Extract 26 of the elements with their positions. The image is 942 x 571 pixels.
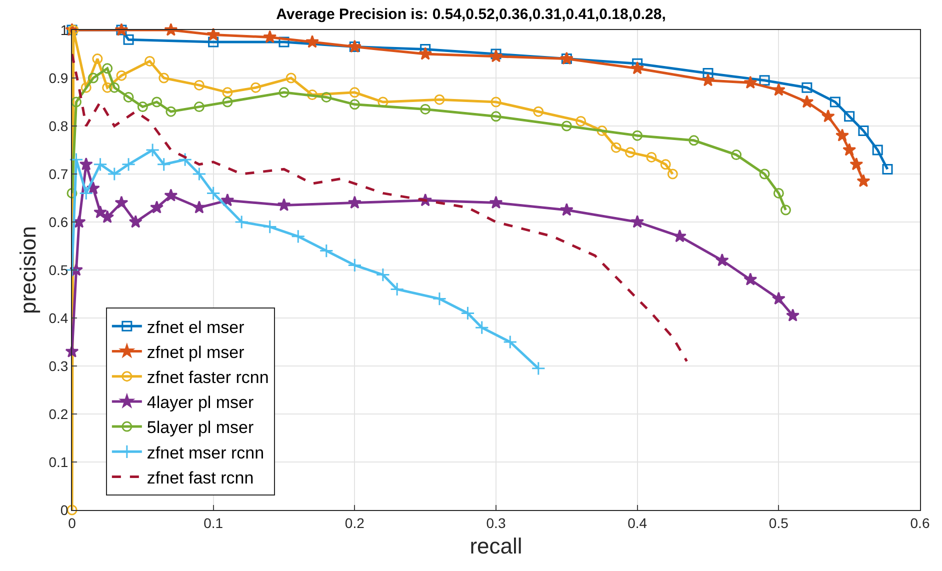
x-axis-title: recall xyxy=(470,534,522,559)
legend-label: zfnet fast rcnn xyxy=(146,468,254,488)
legend-label: 4layer pl mser xyxy=(146,393,254,412)
y-tick-label: 0.9 xyxy=(48,70,68,86)
x-tick-label: 0.5 xyxy=(768,514,789,531)
y-tick-label: 0.7 xyxy=(48,166,68,182)
y-tick-label: 0.3 xyxy=(48,358,68,374)
x-tick-label: 0.4 xyxy=(628,514,648,531)
y-tick-label: 0 xyxy=(60,502,68,518)
y-tick-label: 0.8 xyxy=(48,118,68,134)
legend-label: zfnet pl mser xyxy=(146,342,245,362)
legend-label: zfnet mser rcnn xyxy=(146,443,264,462)
y-axis-title: precision xyxy=(16,226,41,314)
chart-title: Average Precision is: 0.54,0.52,0.36,0.31,0.41,0.18,0.28, xyxy=(276,6,666,24)
y-tick-label: 0.4 xyxy=(48,310,68,326)
y-tick-label: 0.6 xyxy=(48,214,68,230)
x-tick-label: 0.1 xyxy=(204,514,224,531)
y-tick-label: 0.5 xyxy=(48,262,68,278)
legend-label: zfnet el mser xyxy=(146,318,245,337)
legend-label: zfnet faster rcnn xyxy=(146,368,269,387)
legend-label: 5layer pl mser xyxy=(146,418,254,438)
x-tick-label: 0.6 xyxy=(910,514,930,531)
y-tick-label: 0.1 xyxy=(48,454,68,470)
y-tick-label: 0.2 xyxy=(48,406,68,422)
x-tick-label: 0.3 xyxy=(486,514,506,531)
x-tick-label: 0.2 xyxy=(344,514,365,531)
